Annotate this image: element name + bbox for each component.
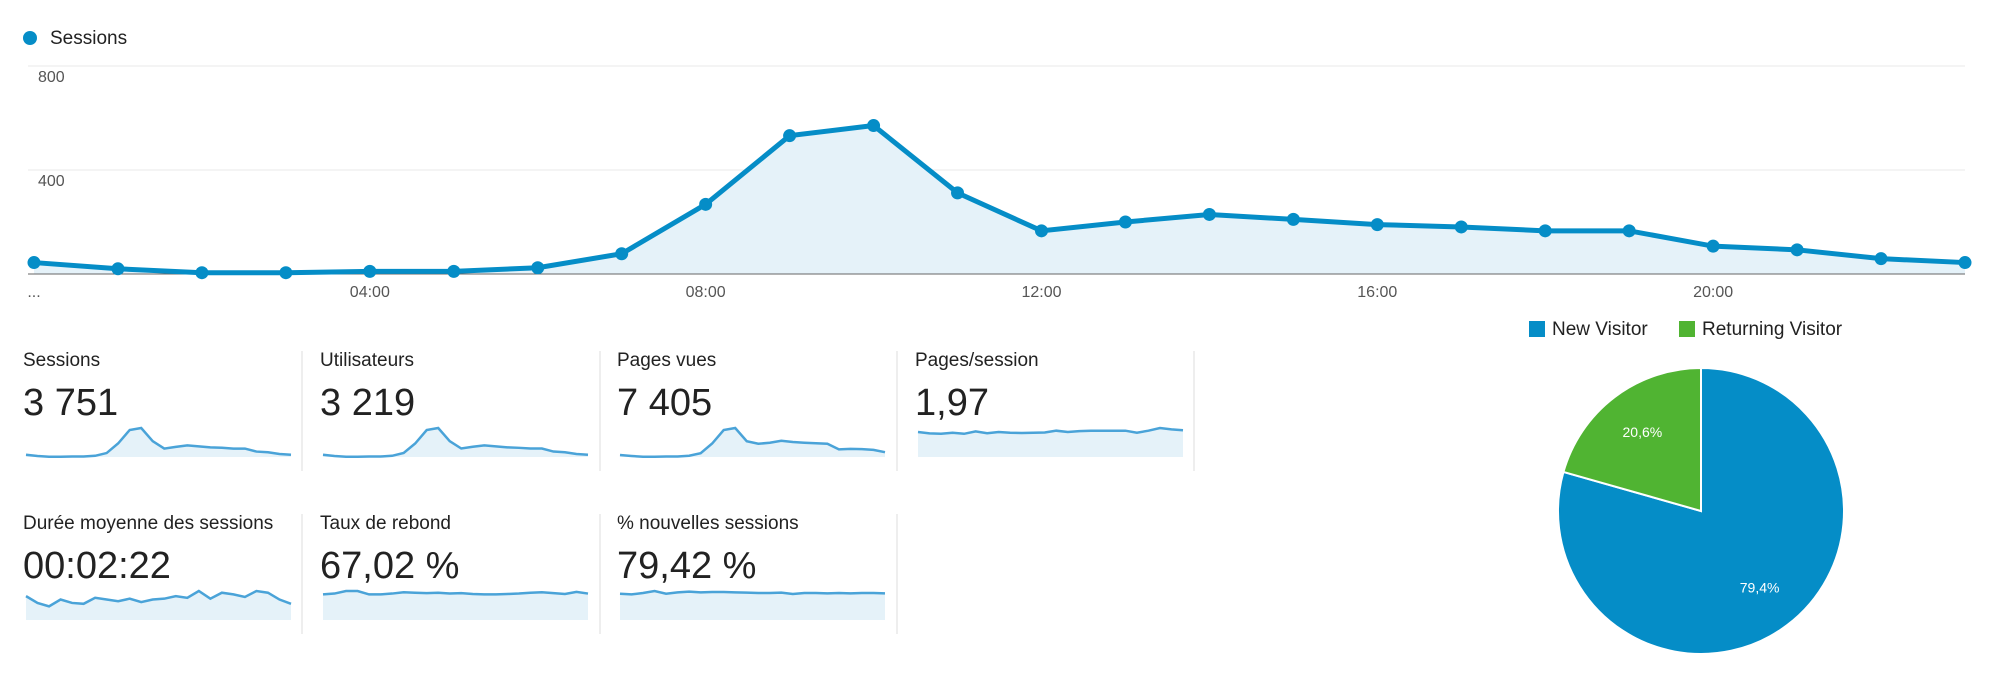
metric-label: Sessions	[23, 350, 100, 371]
point	[363, 264, 377, 278]
x-tick-label: 12:00	[1021, 284, 1061, 301]
point	[1874, 252, 1888, 266]
sparkline-area	[918, 428, 1183, 457]
point	[195, 266, 209, 280]
point	[867, 119, 881, 133]
point	[531, 261, 545, 275]
legend-dot	[23, 31, 37, 45]
sparkline	[25, 426, 292, 458]
point	[447, 264, 461, 278]
sparkline	[619, 589, 886, 596]
sparkline	[619, 426, 886, 458]
sparkline-area	[620, 591, 885, 620]
metric-label: Taux de rebond	[320, 513, 451, 534]
point	[1706, 239, 1720, 253]
point	[1538, 224, 1552, 238]
point	[279, 266, 293, 280]
y-tick-label: 800	[38, 69, 65, 86]
sparkline	[25, 589, 292, 608]
point	[111, 262, 125, 276]
point	[1118, 215, 1132, 229]
metric-label: Utilisateurs	[320, 350, 414, 371]
metric-label: Durée moyenne des sessions	[23, 513, 273, 534]
sparkline	[917, 426, 1184, 436]
legend-label: New Visitor	[1552, 319, 1648, 340]
pie-label: 20,6%	[1623, 424, 1663, 440]
point	[1202, 207, 1216, 221]
x-tick-label: 16:00	[1357, 284, 1397, 301]
point	[1370, 218, 1384, 232]
point	[1790, 243, 1804, 257]
point	[951, 186, 965, 200]
pie-label: 79,4%	[1740, 579, 1780, 595]
point	[1958, 256, 1972, 270]
pie-slice	[1557, 366, 1845, 655]
legend-label: Returning Visitor	[1702, 319, 1843, 340]
line	[33, 122, 1966, 276]
metric-value: 3 219	[320, 382, 415, 424]
legend-swatch	[1679, 321, 1695, 337]
point	[615, 247, 629, 261]
pie-slice	[1562, 366, 1702, 513]
legend-swatch	[1529, 321, 1545, 337]
y-tick-label: 400	[38, 173, 65, 190]
sparkline	[322, 589, 589, 596]
sparkline-area	[26, 591, 291, 620]
metric-label: Pages/session	[915, 350, 1039, 371]
metric-label: Pages vues	[617, 350, 716, 371]
metric-label: % nouvelles sessions	[617, 513, 799, 534]
x-tick-label: ...	[27, 284, 40, 301]
point	[1622, 224, 1636, 238]
point	[27, 256, 41, 270]
point	[1454, 220, 1468, 234]
x-tick-label: 04:00	[350, 284, 390, 301]
x-tick-label: 20:00	[1693, 284, 1733, 301]
x-tick-label: 08:00	[686, 284, 726, 301]
legend-label: Sessions	[50, 28, 127, 49]
metric-value: 67,02 %	[320, 545, 459, 587]
sparkline-area	[323, 428, 588, 457]
metric-value: 1,97	[915, 382, 989, 424]
sparkline-area	[26, 428, 291, 457]
point	[1286, 212, 1300, 226]
point	[783, 129, 797, 143]
metric-value: 3 751	[23, 382, 118, 424]
sparkline	[322, 426, 589, 458]
sparkline-area	[323, 591, 588, 620]
area	[34, 125, 1965, 274]
metric-value: 7 405	[617, 382, 712, 424]
metric-value: 79,42 %	[617, 545, 756, 587]
point	[699, 197, 713, 211]
metric-value: 00:02:22	[23, 545, 171, 587]
point	[1034, 224, 1048, 238]
